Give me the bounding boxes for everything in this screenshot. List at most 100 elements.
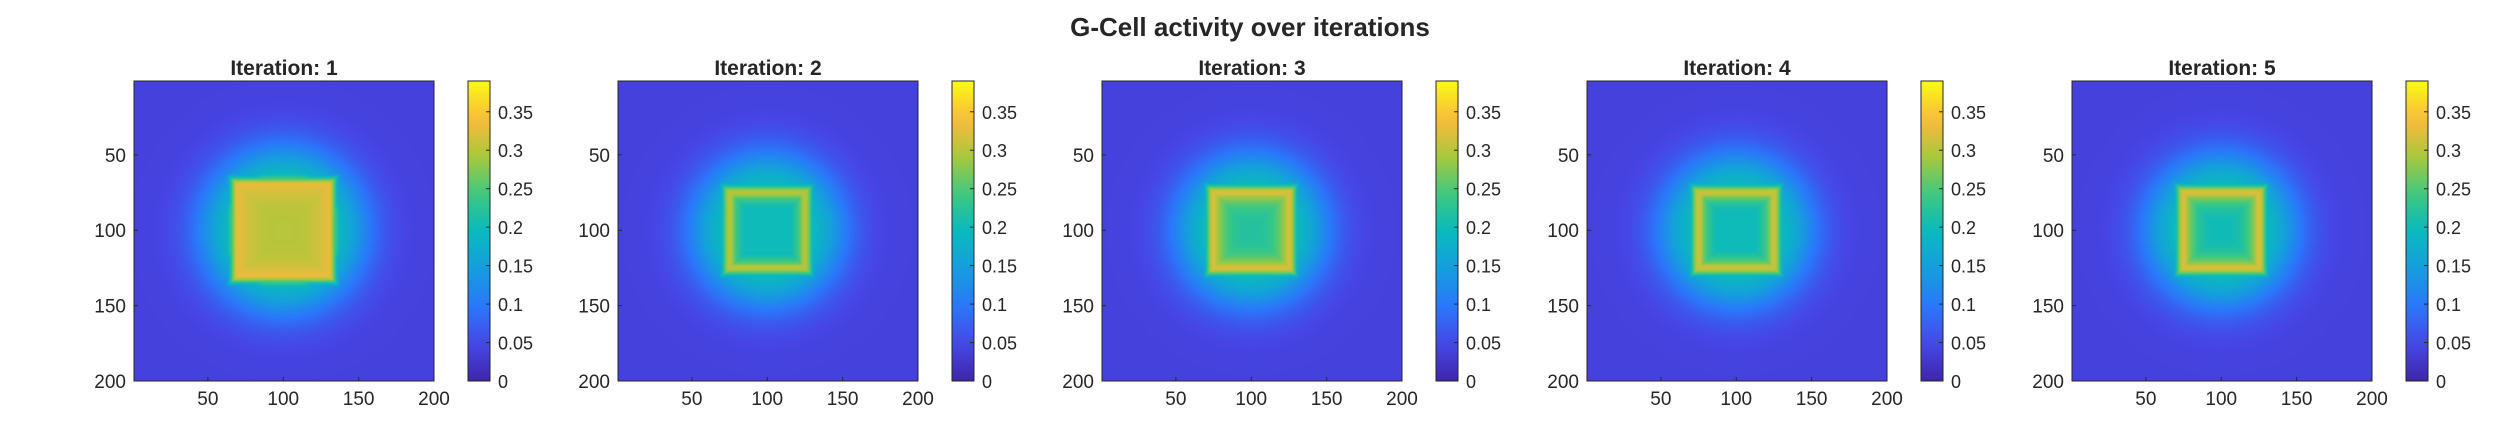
y-tick-label: 150 xyxy=(2032,297,2064,318)
colorbar-tick-label: 0 xyxy=(982,372,992,392)
colorbar-tick-label: 0.2 xyxy=(982,218,1007,238)
colorbar-tick-label: 0.05 xyxy=(982,334,1017,354)
y-tick-label: 100 xyxy=(1547,221,1579,242)
axes-frame xyxy=(1101,80,1403,382)
panel-title: Iteration: 1 xyxy=(230,57,338,80)
y-tick-label: 200 xyxy=(1547,372,1579,393)
colorbar-tick-label: 0.2 xyxy=(1466,218,1491,238)
colorbar-tick-label: 0.35 xyxy=(1951,103,1986,123)
y-tick-label: 200 xyxy=(1062,372,1094,393)
x-tick-label: 50 xyxy=(1165,389,1186,410)
x-tick-label: 200 xyxy=(418,389,450,410)
colorbar-tick-label: 0.15 xyxy=(1466,257,1501,277)
colorbar-tick-label: 0.3 xyxy=(498,141,523,161)
axes-frame xyxy=(1586,80,1888,382)
colorbar-tick-label: 0.15 xyxy=(498,257,533,277)
axes-frame xyxy=(133,80,435,382)
colorbar-tick-label: 0.05 xyxy=(2436,334,2471,354)
x-tick-label: 100 xyxy=(751,389,783,410)
colorbar-tick-label: 0.1 xyxy=(498,295,523,315)
x-tick-label: 200 xyxy=(902,389,934,410)
y-tick-label: 100 xyxy=(1062,221,1094,242)
colorbar-tick-label: 0.15 xyxy=(1951,257,1986,277)
colorbar-tick-label: 0.05 xyxy=(1951,334,1986,354)
y-tick-label: 150 xyxy=(94,297,126,318)
colorbar xyxy=(1920,80,1944,382)
heatmap-panel: Iteration: 4 50 100 150 200 50 100 150 200 0 0.05 0… xyxy=(1547,57,1986,410)
x-tick-label: 100 xyxy=(2205,389,2237,410)
colorbar-tick-label: 0.1 xyxy=(982,295,1007,315)
colorbar-tick-label: 0.2 xyxy=(498,218,523,238)
panel-title: Iteration: 5 xyxy=(2168,57,2276,80)
y-tick-label: 150 xyxy=(1062,297,1094,318)
axes-frame xyxy=(617,80,919,382)
heatmap-panels: Iteration: 1 50 100 150 200 50 100 150 200 0 0.05 0… xyxy=(94,57,2471,410)
colorbar-tick-label: 0 xyxy=(2436,372,2446,392)
colorbar-tick-label: 0.25 xyxy=(498,180,533,200)
colorbar-tick-label: 0.2 xyxy=(1951,218,1976,238)
colorbar-tick-label: 0.15 xyxy=(2436,257,2471,277)
x-tick-label: 100 xyxy=(267,389,299,410)
heatmap-panel: Iteration: 5 50 100 150 200 50 100 150 200 0 0.05 0… xyxy=(2032,57,2471,410)
colorbar-tick-label: 0 xyxy=(1951,372,1961,392)
x-tick-label: 150 xyxy=(1311,389,1343,410)
y-tick-label: 100 xyxy=(2032,221,2064,242)
heatmap-panel: Iteration: 2 50 100 150 200 50 100 150 200 0 0.05 0… xyxy=(578,57,1017,410)
heatmap-image xyxy=(2072,81,2372,381)
y-tick-label: 200 xyxy=(2032,372,2064,393)
colorbar xyxy=(951,80,975,382)
heatmap-image xyxy=(1102,81,1402,381)
colorbar-tick-label: 0.35 xyxy=(982,103,1017,123)
figure-title: G-Cell activity over iterations xyxy=(1070,12,1430,42)
y-tick-label: 100 xyxy=(578,221,610,242)
heatmap-image xyxy=(618,81,918,381)
y-tick-label: 200 xyxy=(578,372,610,393)
y-tick-label: 50 xyxy=(105,146,126,167)
colorbar-tick-label: 0.25 xyxy=(1466,180,1501,200)
heatmap-panel: Iteration: 1 50 100 150 200 50 100 150 200 0 0.05 0… xyxy=(94,57,533,410)
panel-title: Iteration: 3 xyxy=(1198,57,1305,80)
y-tick-label: 200 xyxy=(94,372,126,393)
colorbar-tick-label: 0.1 xyxy=(2436,295,2461,315)
x-tick-label: 150 xyxy=(827,389,859,410)
colorbar xyxy=(1435,80,1459,382)
x-tick-label: 200 xyxy=(1871,389,1903,410)
colorbar-tick-label: 0.35 xyxy=(498,103,533,123)
y-tick-label: 50 xyxy=(589,146,610,167)
x-tick-label: 200 xyxy=(1386,389,1418,410)
colorbar-tick-label: 0.1 xyxy=(1951,295,1976,315)
colorbar-tick-label: 0.3 xyxy=(1466,141,1491,161)
x-tick-label: 150 xyxy=(1796,389,1828,410)
y-tick-label: 50 xyxy=(1558,146,1579,167)
colorbar-tick-label: 0.05 xyxy=(1466,334,1501,354)
x-tick-label: 50 xyxy=(1650,389,1671,410)
panel-title: Iteration: 2 xyxy=(714,57,821,80)
colorbar-tick-label: 0.35 xyxy=(1466,103,1501,123)
colorbar xyxy=(2405,80,2429,382)
heatmap-image xyxy=(1587,81,1887,381)
y-tick-label: 150 xyxy=(578,297,610,318)
colorbar-tick-label: 0.25 xyxy=(2436,180,2471,200)
colorbar xyxy=(467,80,491,382)
colorbar-tick-label: 0.25 xyxy=(982,180,1017,200)
colorbar-tick-label: 0.3 xyxy=(1951,141,1976,161)
panel-title: Iteration: 4 xyxy=(1683,57,1791,80)
colorbar-tick-label: 0 xyxy=(498,372,508,392)
colorbar-tick-label: 0 xyxy=(1466,372,1476,392)
heatmap-panel: Iteration: 3 50 100 150 200 50 100 150 200 0 0.05 0… xyxy=(1062,57,1501,410)
x-tick-label: 50 xyxy=(681,389,702,410)
colorbar-tick-label: 0.1 xyxy=(1466,295,1491,315)
y-tick-label: 100 xyxy=(94,221,126,242)
y-tick-label: 150 xyxy=(1547,297,1579,318)
colorbar-tick-label: 0.2 xyxy=(2436,218,2461,238)
axes-frame xyxy=(2071,80,2373,382)
x-tick-label: 150 xyxy=(343,389,375,410)
x-tick-label: 100 xyxy=(1235,389,1267,410)
colorbar-tick-label: 0.25 xyxy=(1951,180,1986,200)
colorbar-tick-label: 0.15 xyxy=(982,257,1017,277)
x-tick-label: 200 xyxy=(2356,389,2388,410)
x-tick-label: 50 xyxy=(197,389,218,410)
x-tick-label: 100 xyxy=(1720,389,1752,410)
colorbar-tick-label: 0.3 xyxy=(2436,141,2461,161)
